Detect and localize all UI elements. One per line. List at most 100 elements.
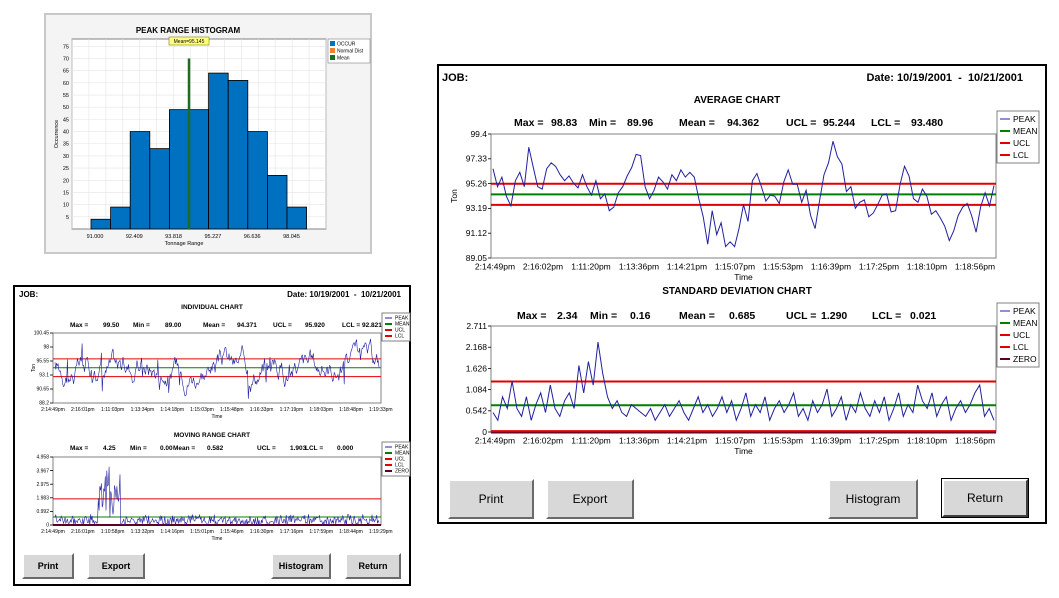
legend — [996, 110, 1040, 164]
stat-label-lcl: LCL = — [872, 310, 901, 322]
stat-value-mean: 0.582 — [207, 445, 224, 452]
x-tick-label: 1:16:39pm — [811, 262, 851, 272]
x-axis-label: Time — [734, 272, 753, 282]
y-tick-label: 99.4 — [470, 129, 487, 139]
export-button[interactable]: Export — [546, 479, 634, 519]
print-button[interactable]: Print — [448, 479, 534, 519]
y-tick-label: 0 — [46, 523, 49, 529]
x-tick-label: 1:18:44pm — [339, 529, 363, 535]
export-button[interactable]: Export — [87, 553, 145, 579]
x-tick-label: 1:14:16pm — [160, 529, 184, 535]
histogram-chart: PEAK RANGE HISTOGRAM 5 10 15 20 25 30 35 40 45 50 5… — [54, 26, 371, 247]
print-button[interactable]: Print — [22, 553, 74, 579]
x-tick-label: 93.818 — [165, 234, 182, 240]
x-tick-label: 1:18:10pm — [907, 262, 947, 272]
x-tick-label: 98.045 — [283, 234, 300, 240]
y-tick-label: 89.05 — [466, 253, 488, 263]
peak-series-line — [54, 466, 380, 526]
stat-value-mean: 94.371 — [237, 322, 257, 329]
small-chart-window: JOB: Date: 10/19/2001 - 10/21/2001 INDIV… — [13, 285, 411, 586]
legend-item-lcl: LCL — [1013, 342, 1029, 352]
histogram-bar — [169, 109, 190, 230]
y-tick-label: 75 — [63, 44, 69, 50]
stat-value-mean: 94.362 — [727, 117, 759, 129]
stat-label-lcl: LCL = — [342, 322, 360, 329]
legend-item-ucl: UCL — [395, 457, 405, 463]
x-tick-label: 95.227 — [204, 234, 221, 240]
x-tick-label: 1:16:30pm — [250, 529, 274, 535]
stat-label-min: Min = — [130, 445, 147, 452]
plot-area — [490, 325, 997, 433]
job-label: JOB: — [442, 72, 469, 84]
y-tick-label: 1.626 — [466, 363, 488, 373]
legend-item-zero: ZERO — [395, 469, 409, 475]
plot-area — [52, 456, 382, 526]
stat-value-lcl: 92.821 — [362, 322, 382, 329]
legend-item: Mean — [337, 56, 350, 62]
return-button[interactable]: Return — [941, 478, 1029, 518]
stat-label-mean: Mean = — [679, 310, 715, 322]
x-tick-label: 1:18:56pm — [955, 262, 995, 272]
x-tick-label: 1:18:56pm — [955, 436, 995, 446]
peak-series-line — [492, 141, 995, 248]
y-tick-label: 65 — [63, 69, 69, 75]
x-tick-label: 1:10:58pm — [101, 529, 125, 535]
y-tick-label: 95.55 — [36, 359, 49, 365]
x-tick-label: 1:14:18pm — [160, 407, 184, 413]
mean-annotation: Mean=95.145 — [174, 39, 205, 45]
y-tick-label: 0 — [482, 427, 487, 437]
y-tick-label: 5 — [66, 215, 69, 221]
x-tick-label: 2:14:49pm — [41, 407, 65, 413]
y-tick-label: 3.967 — [36, 468, 49, 474]
y-tick-label: 4.958 — [36, 455, 49, 461]
histogram-bar — [266, 175, 288, 230]
y-tick-label: 2.168 — [466, 342, 488, 352]
x-tick-label: 92.409 — [126, 234, 143, 240]
y-tick-label: 20 — [63, 178, 69, 184]
return-button[interactable]: Return — [345, 553, 401, 579]
legend-item-mean: MEAN — [1013, 126, 1038, 136]
legend-item-ucl: UCL — [1013, 138, 1030, 148]
legend-item-peak: PEAK — [395, 316, 409, 322]
stat-value-min: 0.16 — [630, 310, 651, 322]
stat-value-lcl: 93.480 — [911, 117, 943, 129]
x-tick-label: 1:15:48pm — [220, 407, 244, 413]
date-range-label: Date: 10/19/2001 - 10/21/2001 — [866, 72, 1023, 84]
legend-item: Normal Dist — [337, 49, 364, 55]
x-tick-label: 1:15:03pm — [190, 407, 214, 413]
x-tick-label: 1:17:16pm — [280, 529, 304, 535]
x-tick-label: 1:15:53pm — [763, 436, 803, 446]
x-tick-label: 2:16:02pm — [523, 262, 563, 272]
y-tick-label: 2.975 — [36, 482, 49, 488]
x-tick-label: 1:15:07pm — [715, 436, 755, 446]
x-axis-label: Time — [734, 446, 753, 456]
stat-value-min: 0.00 — [160, 445, 173, 452]
histogram-bar — [110, 206, 131, 230]
legend-item-mean: MEAN — [1013, 318, 1038, 328]
y-tick-label: 40 — [63, 130, 69, 136]
stat-label-ucl: UCL = — [257, 445, 276, 452]
peak-series-line — [492, 342, 995, 423]
legend-item-lcl: LCL — [395, 463, 404, 469]
y-tick-label: 91.12 — [466, 228, 488, 238]
chart-title: INDIVIDUAL CHART — [181, 304, 243, 311]
x-axis-label: Time — [212, 536, 223, 542]
x-tick-label: 96.636 — [244, 234, 261, 240]
x-tick-label: 2:16:02pm — [523, 436, 563, 446]
x-tick-label: 1:15:46pm — [220, 529, 244, 535]
x-tick-label: 1:14:21pm — [667, 262, 707, 272]
y-tick-label: 95.26 — [466, 178, 488, 188]
histogram-button[interactable]: Histogram — [828, 479, 918, 519]
histogram-bar — [149, 148, 170, 230]
stat-label-ucl: UCL = — [273, 322, 292, 329]
legend-swatch — [330, 48, 335, 53]
x-tick-label: 1:11:20pm — [571, 262, 611, 272]
legend-swatch — [330, 55, 335, 60]
histogram-title: PEAK RANGE HISTOGRAM — [136, 26, 241, 35]
histogram-button[interactable]: Histogram — [271, 553, 331, 579]
stat-label-lcl: LCL = — [305, 445, 323, 452]
stat-value-ucl: 1.903 — [290, 445, 307, 452]
x-tick-label: 1:17:25pm — [859, 262, 899, 272]
y-tick-label: 0.542 — [466, 406, 488, 416]
x-tick-label: 1:17:25pm — [859, 436, 899, 446]
